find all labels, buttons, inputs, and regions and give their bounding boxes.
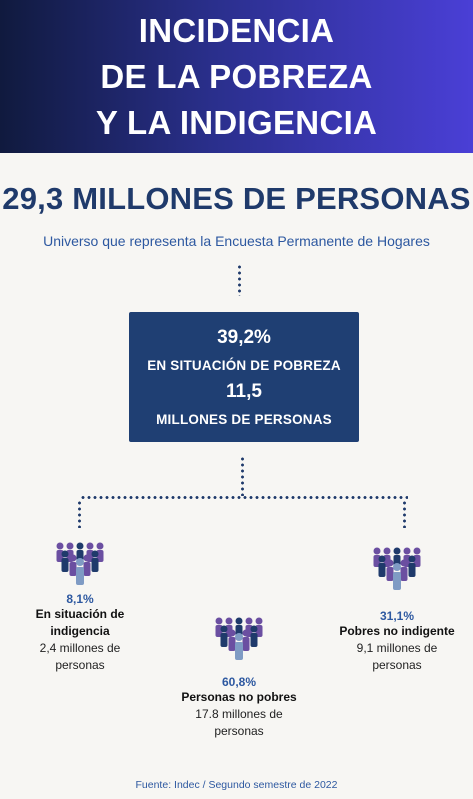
group-indigencia: 8,1% En situación de indigencia 2,4 mill… (5, 540, 155, 674)
indigencia-count-1: 2,4 millones de (39, 641, 121, 655)
pobres-no-indigentes-count-1: 9,1 millones de (356, 641, 438, 655)
title-line-2: DE LA POBREZA (100, 57, 373, 95)
poverty-count: 11,5 (226, 381, 262, 403)
total-population-headline: 29,3 MILLONES DE PERSONAS (2, 181, 471, 216)
no-pobres-count-1: 17.8 millones de (195, 707, 283, 721)
group-no-pobres: 60,8% Personas no pobres 17.8 millones d… (164, 615, 314, 740)
people-group-icon (373, 547, 421, 590)
connector-right (403, 500, 406, 528)
poverty-summary-box: 39,2% EN SITUACIÓN DE POBREZA 11,5 MILLO… (129, 312, 359, 442)
people-group-icon (56, 542, 104, 585)
group-pobres-no-indigentes: 31,1% Pobres no indigente 9,1 millones d… (322, 545, 472, 674)
title-line-3: Y LA INDIGENCIA (95, 103, 378, 141)
indigencia-label-2: indigencia (50, 624, 110, 638)
no-pobres-percent: 60,8% (221, 675, 257, 689)
no-pobres-count-2: personas (214, 724, 264, 738)
connector-horizontal (80, 496, 408, 499)
pobres-no-indigentes-count-2: personas (372, 658, 422, 672)
connector-left (78, 500, 81, 528)
source-note: Fuente: Indec / Segundo semestre de 2022 (135, 779, 338, 791)
connector-middle (241, 456, 244, 496)
connector-top (238, 264, 241, 296)
title-line-1: INCIDENCIA (138, 11, 335, 49)
indigencia-label-1: En situación de (35, 607, 125, 621)
poverty-percent: 39,2% (217, 326, 271, 348)
poverty-percent-label: EN SITUACIÓN DE POBREZA (147, 357, 341, 373)
no-pobres-label: Personas no pobres (181, 690, 297, 704)
poverty-count-label: MILLONES DE PERSONAS (156, 412, 332, 428)
people-group-icon (215, 617, 263, 660)
pobres-no-indigentes-percent: 31,1% (379, 609, 415, 623)
indigencia-count-2: personas (55, 658, 105, 672)
title-banner: INCIDENCIA DE LA POBREZA Y LA INDIGENCIA (0, 0, 473, 153)
universe-description: Universo que representa la Encuesta Perm… (43, 233, 430, 249)
indigencia-percent: 8,1% (66, 592, 94, 606)
pobres-no-indigentes-label: Pobres no indigente (339, 624, 455, 638)
